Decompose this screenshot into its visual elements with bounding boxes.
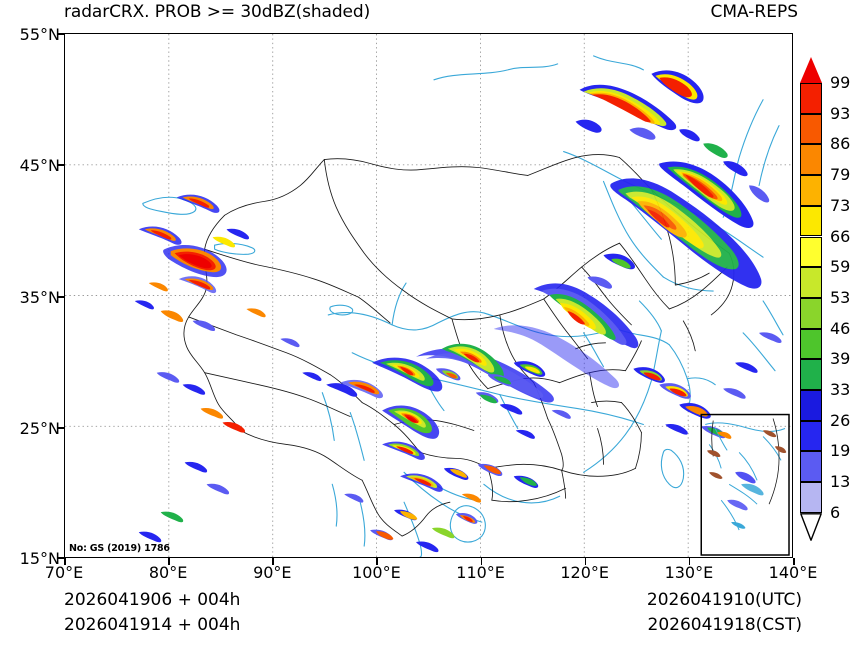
axis-label-y-1: 45°N xyxy=(19,156,60,175)
colorbar-segment-59 xyxy=(800,267,822,298)
axis-label-x-0: 70°E xyxy=(44,563,84,582)
tick-mark-y-55 xyxy=(57,33,64,35)
colorbar-label-33: 33 xyxy=(830,380,851,399)
colorbar-label-99: 99 xyxy=(830,73,851,92)
colorbar-segment-79 xyxy=(800,175,822,206)
colorbar-label-6: 6 xyxy=(830,502,841,522)
map-copyright-watermark: No: GS (2019) 1786 xyxy=(69,543,170,554)
axis-label-x-7: 140°E xyxy=(768,563,818,582)
colorbar-label-86: 86 xyxy=(830,134,851,154)
axis-label-y-2: 35°N xyxy=(19,288,60,307)
tick-mark-y-15 xyxy=(57,557,64,559)
colorbar-extend-top-arrow xyxy=(800,57,822,83)
footer-valid-cst: 2026041918(CST) xyxy=(647,615,802,635)
tick-mark-x-100 xyxy=(376,558,378,565)
colorbar-label-39: 39 xyxy=(830,349,851,369)
south-china-sea-inset-contents xyxy=(705,418,787,531)
probability-shading-layer xyxy=(134,70,782,553)
axis-label-x-3: 100°E xyxy=(352,563,401,582)
colorbar-segment-53 xyxy=(800,297,822,329)
tick-mark-x-80 xyxy=(168,558,170,565)
colorbar-segment-99 xyxy=(800,83,822,114)
axis-label-x-5: 120°E xyxy=(560,563,610,582)
tick-mark-x-90 xyxy=(272,558,274,565)
axis-label-x-6: 130°E xyxy=(664,563,714,582)
axis-label-y-3: 25°N xyxy=(19,419,60,438)
colorbar-label-53: 53 xyxy=(830,287,851,307)
colorbar-segment-66 xyxy=(800,236,822,268)
axis-label-y-0: 55°N xyxy=(19,25,60,44)
tick-mark-y-45 xyxy=(57,164,64,166)
tick-mark-y-35 xyxy=(57,296,64,298)
tick-mark-x-120 xyxy=(584,558,587,565)
colorbar-extend-bottom-arrow xyxy=(800,512,822,545)
colorbar-label-26: 26 xyxy=(830,410,851,430)
axis-label-x-4: 110°E xyxy=(456,563,505,582)
colorbar-label-79: 79 xyxy=(830,165,851,185)
colorbar-label-46: 46 xyxy=(830,318,851,338)
colorbar-segment-93 xyxy=(800,113,822,145)
footer-init-utc: 2026041906 + 004h xyxy=(64,590,241,610)
colorbar-segment-39 xyxy=(800,359,822,390)
colorbar-label-93: 93 xyxy=(830,103,851,123)
model-label: CMA-REPS xyxy=(710,2,798,22)
colorbar-segment-19 xyxy=(800,451,822,483)
footer-init-cst: 2026041914 + 004h xyxy=(64,615,241,635)
colorbar-segment-73 xyxy=(800,205,822,237)
axis-label-x-2: 90°E xyxy=(253,563,292,582)
axis-label-y-4: 15°N xyxy=(19,549,60,568)
tick-mark-x-140 xyxy=(793,558,795,565)
map-canvas xyxy=(65,34,792,557)
tick-mark-y-25 xyxy=(57,427,64,429)
colorbar-label-13: 13 xyxy=(830,472,851,492)
colorbar-label-59: 59 xyxy=(830,257,851,277)
colorbar-label-66: 66 xyxy=(830,226,851,246)
colorbar-segment-33 xyxy=(800,390,822,421)
colorbar-segment-86 xyxy=(800,144,822,176)
colorbar-segment-46 xyxy=(800,328,822,360)
tick-mark-x-110 xyxy=(480,558,483,565)
tick-mark-x-70 xyxy=(64,558,66,565)
colorbar-label-19: 19 xyxy=(830,441,851,461)
axis-label-x-1: 80°E xyxy=(148,563,188,582)
page-title: radarCRX. PROB >= 30dBZ(shaded) xyxy=(64,2,371,22)
footer-valid-utc: 2026041910(UTC) xyxy=(646,590,802,610)
map-plot-area[interactable]: No: GS (2019) 1786 xyxy=(64,33,793,558)
colorbar-segment-26 xyxy=(800,420,822,452)
tick-mark-x-130 xyxy=(688,558,691,565)
south-china-sea-inset-frame xyxy=(700,413,790,556)
colorbar-label-73: 73 xyxy=(830,195,851,215)
colorbar-segment-13 xyxy=(800,482,822,513)
